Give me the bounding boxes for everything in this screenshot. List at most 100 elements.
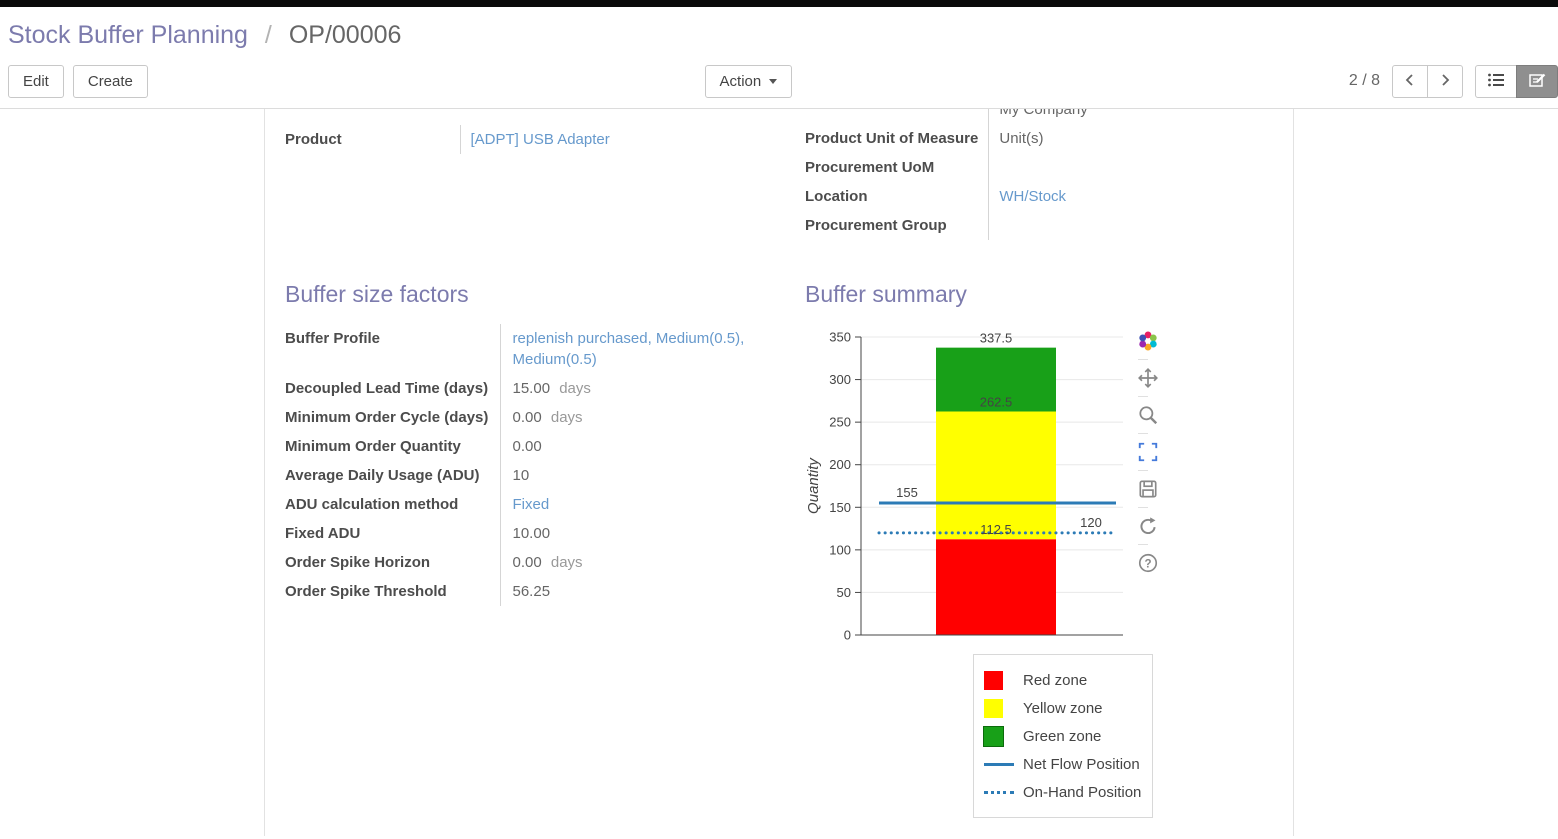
decoupled-lead-time-label: Decoupled Lead Time (days) <box>285 374 501 403</box>
caret-down-icon <box>769 79 778 84</box>
list-view-button[interactable] <box>1475 65 1517 98</box>
plotly-logo-icon[interactable] <box>1137 330 1159 352</box>
edit-button[interactable]: Edit <box>8 65 64 98</box>
field-row-decoupled-lead-time: Decoupled Lead Time (days) 15.00 days <box>285 374 755 403</box>
green-zone-swatch <box>983 725 1014 747</box>
create-button[interactable]: Create <box>72 65 148 98</box>
bottom-field-groups: Buffer size factors Buffer Profile reple… <box>285 240 1273 824</box>
breadcrumb-separator: / <box>264 21 272 49</box>
decoupled-lead-time-value: 15.00 <box>512 380 551 397</box>
product-label: Product <box>285 125 461 154</box>
days-suffix: days <box>550 409 583 426</box>
min-order-qty-label: Minimum Order Quantity <box>285 432 501 461</box>
chevron-right-icon <box>1439 73 1451 91</box>
fixed-adu-label: Fixed ADU <box>285 519 501 548</box>
svg-text:120: 120 <box>1080 515 1102 530</box>
field-row-fixed-adu: Fixed ADU 10.00 <box>285 519 755 548</box>
next-record-button[interactable] <box>1427 65 1463 98</box>
chart-modebar: ? <box>1137 330 1159 574</box>
clipped-field-label <box>805 109 990 124</box>
pager-area: 2 / 8 <box>1349 65 1558 98</box>
field-row-procurement-uom: Procurement UoM <box>805 153 1189 182</box>
breadcrumb-parent-link[interactable]: Stock Buffer Planning <box>8 21 248 49</box>
left-field-group: Product [ADPT] USB Adapter <box>285 113 805 240</box>
adu-method-value-link[interactable]: Fixed <box>512 496 550 513</box>
chevron-left-icon <box>1404 73 1416 91</box>
svg-text:250: 250 <box>829 415 851 430</box>
legend-entry-green-zone[interactable]: Green zone <box>983 722 1142 750</box>
save-icon[interactable] <box>1137 478 1159 500</box>
yellow-zone-swatch <box>984 698 1014 718</box>
form-sheet: Product [ADPT] USB Adapter My Company <box>264 109 1294 836</box>
order-spike-horizon-label: Order Spike Horizon <box>285 548 501 577</box>
pan-icon[interactable] <box>1137 367 1159 389</box>
order-spike-threshold-value: 56.25 <box>512 583 551 600</box>
buffer-profile-label: Buffer Profile <box>285 324 501 374</box>
svg-text:300: 300 <box>829 372 851 387</box>
pager-buttons <box>1392 65 1463 98</box>
svg-text:0: 0 <box>844 628 851 643</box>
reset-axes-icon[interactable] <box>1137 515 1159 537</box>
min-order-qty-value: 0.00 <box>512 438 542 455</box>
field-row-adu: Average Daily Usage (ADU) 10 <box>285 461 755 490</box>
product-value-link[interactable]: [ADPT] USB Adapter <box>470 131 610 148</box>
legend-entry-red-zone[interactable]: Red zone <box>984 666 1142 694</box>
field-row-product: Product [ADPT] USB Adapter <box>285 125 610 154</box>
pager-counter: 2 / 8 <box>1348 72 1380 90</box>
svg-text:200: 200 <box>829 457 851 472</box>
field-row-location: Location WH/Stock <box>805 182 1189 211</box>
adu-value: 10 <box>512 467 530 484</box>
fixed-adu-value: 10.00 <box>512 525 551 542</box>
procurement-uom-label: Procurement UoM <box>805 153 990 182</box>
previous-record-button[interactable] <box>1392 65 1428 98</box>
list-icon <box>1487 72 1505 92</box>
field-row-buffer-profile: Buffer Profile replenish purchased, Medi… <box>285 324 755 374</box>
legend-entry-net-flow[interactable]: Net Flow Position <box>984 750 1142 778</box>
svg-text:150: 150 <box>829 500 851 515</box>
procurement-group-label: Procurement Group <box>805 211 990 240</box>
control-panel: Edit Create Action 2 / 8 <box>0 56 1558 109</box>
field-row-min-order-qty: Minimum Order Quantity 0.00 <box>285 432 755 461</box>
field-row-clipped: My Company <box>805 109 1189 124</box>
record-buttons: Edit Create <box>8 65 148 98</box>
red-zone-swatch <box>984 670 1014 690</box>
buffer-summary-chart: 0 50 100 150 200 250 300 350 337.5 262.5 112.5 155 1… <box>805 324 1293 824</box>
on-hand-line-swatch <box>984 790 1014 794</box>
buffer-summary-group: Buffer summary 0 50 100 150 200 250 300 350 337.… <box>805 240 1273 824</box>
form-edit-icon <box>1528 72 1546 92</box>
svg-text:?: ? <box>1144 558 1151 570</box>
svg-text:Quantity: Quantity <box>805 457 822 514</box>
top-field-groups: Product [ADPT] USB Adapter My Company <box>285 109 1273 240</box>
action-label: Action <box>719 73 762 90</box>
right-field-group: My Company Product Unit of Measure Unit(… <box>805 109 1273 240</box>
form-view-button[interactable] <box>1516 65 1558 98</box>
location-label: Location <box>805 182 990 211</box>
buffer-profile-value-link[interactable]: replenish purchased, Medium(0.5), Medium… <box>512 330 745 368</box>
top-navbar <box>0 0 1558 7</box>
legend-entry-yellow-zone[interactable]: Yellow zone <box>984 694 1142 722</box>
field-row-uom: Product Unit of Measure Unit(s) <box>805 124 1189 153</box>
buffer-size-factors-group: Buffer size factors Buffer Profile reple… <box>285 240 805 824</box>
location-value-link[interactable]: WH/Stock <box>999 188 1067 205</box>
help-icon[interactable]: ? <box>1137 552 1159 574</box>
min-order-cycle-value: 0.00 <box>512 409 542 426</box>
autoscale-icon[interactable] <box>1137 441 1159 463</box>
svg-text:112.5: 112.5 <box>980 522 1012 537</box>
svg-text:155: 155 <box>896 485 918 500</box>
action-menu-button[interactable]: Action <box>704 65 793 98</box>
buffer-summary-title: Buffer summary <box>805 281 967 307</box>
field-row-order-spike-horizon: Order Spike Horizon 0.00 days <box>285 548 755 577</box>
action-area: Action <box>148 65 1349 98</box>
uom-value: Unit(s) <box>999 130 1044 147</box>
chart-legend: Red zone Yellow zone Green zone Net Flow… <box>973 654 1153 818</box>
svg-text:100: 100 <box>829 542 851 557</box>
buffer-chart-plot[interactable]: 0 50 100 150 200 250 300 350 337.5 262.5 112.5 155 1… <box>805 324 1135 654</box>
field-row-min-order-cycle: Minimum Order Cycle (days) 0.00 days <box>285 403 755 432</box>
order-spike-threshold-label: Order Spike Threshold <box>285 577 501 606</box>
legend-entry-on-hand[interactable]: On-Hand Position <box>984 778 1142 806</box>
field-row-adu-method: ADU calculation method Fixed <box>285 490 755 519</box>
zoom-icon[interactable] <box>1137 404 1159 426</box>
breadcrumb: Stock Buffer Planning / OP/00006 <box>0 7 1558 56</box>
svg-text:350: 350 <box>829 330 851 345</box>
svg-text:337.5: 337.5 <box>980 331 1013 346</box>
